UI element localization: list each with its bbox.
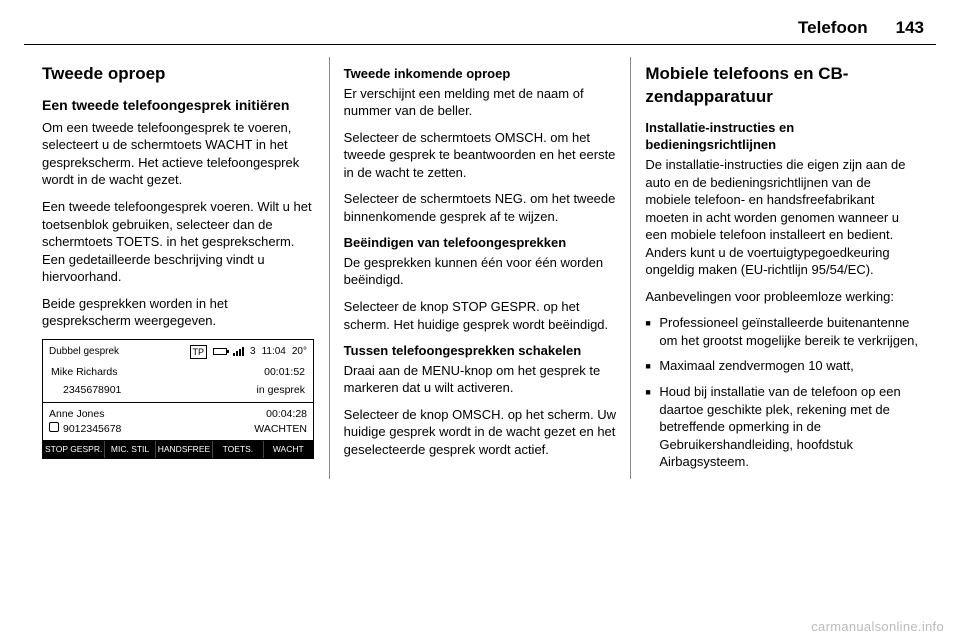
battery-icon: [213, 348, 227, 355]
phone-screen-figure: Dubbel gesprek TP 3 11:04 20° Mike Richa…: [42, 339, 314, 459]
temperature: 20°: [292, 345, 307, 359]
page-number: 143: [896, 18, 924, 38]
call1-number: 2345678901: [63, 383, 121, 397]
bullet-item: Houd bij installatie van de telefoon op …: [645, 383, 918, 471]
paragraph: Selecteer de knop STOP GESPR. op het sch…: [344, 298, 617, 333]
column-1: Tweede oproep Een tweede telefoongesprek…: [28, 57, 329, 479]
paragraph: Selecteer de schermtoets NEG. om het twe…: [344, 190, 617, 225]
subheading-inkomend: Tweede inkomende oproep: [344, 65, 617, 83]
softkey-wacht[interactable]: WACHT: [264, 441, 313, 458]
softkey-mic[interactable]: MIC. STIL: [105, 441, 155, 458]
phone-screen-title: Dubbel gesprek: [49, 345, 119, 359]
paragraph: De installatie-instructies die eigen zij…: [645, 156, 918, 279]
heading-tweede-oproep: Tweede oproep: [42, 63, 315, 86]
call1-detail: 2345678901 in gesprek: [49, 381, 307, 399]
paragraph: De gesprekken kunnen één voor één worden…: [344, 254, 617, 289]
call2-row: Anne Jones 00:04:28: [49, 407, 307, 421]
header-rule: [24, 44, 936, 45]
bullet-item: Professioneel geïnstalleerde buitenanten…: [645, 314, 918, 349]
phone-icon: [49, 422, 59, 432]
phone-status-bar: Dubbel gesprek TP 3 11:04 20°: [49, 345, 307, 359]
call2-timer: 00:04:28: [266, 407, 307, 421]
watermark: carmanualsonline.info: [811, 619, 944, 634]
softkey-handsfree[interactable]: HANDSFREE: [156, 441, 213, 458]
clock: 11:04: [262, 345, 286, 359]
paragraph: Om een tweede telefoongesprek te voeren,…: [42, 119, 315, 189]
signal-icon: [233, 347, 244, 356]
bullet-list: Professioneel geïnstalleerde buitenanten…: [645, 314, 918, 470]
call2-number-wrap: 9012345678: [49, 422, 121, 436]
paragraph: Aanbevelingen voor probleemloze werking:: [645, 288, 918, 306]
paragraph: Selecteer de schermtoets OMSCH. om het t…: [344, 129, 617, 182]
subheading-beeindigen: Beëindigen van telefoongesprekken: [344, 234, 617, 252]
phone-screen-top: Dubbel gesprek TP 3 11:04 20° Mike Richa…: [43, 340, 313, 403]
status-icons: TP 3 11:04 20°: [190, 345, 308, 359]
paragraph: Selecteer de knop OMSCH. op het scherm. …: [344, 406, 617, 459]
phone-screen-block2: Anne Jones 00:04:28 9012345678 WACHTEN: [43, 403, 313, 440]
call2-status: WACHTEN: [254, 422, 307, 436]
call1-status: in gesprek: [257, 383, 305, 397]
content-columns: Tweede oproep Een tweede telefoongesprek…: [0, 57, 960, 479]
paragraph: Draai aan de MENU-knop om het gesprek te…: [344, 362, 617, 397]
column-3: Mobiele telefoons en CB-zendapparatuur I…: [630, 57, 932, 479]
call2-number: 9012345678: [63, 423, 121, 435]
chapter-title: Telefoon: [798, 18, 868, 38]
phone-softkeys: STOP GESPR. MIC. STIL HANDSFREE TOETS. W…: [43, 441, 313, 458]
paragraph: Er verschijnt een melding met de naam of…: [344, 85, 617, 120]
call1-row: Mike Richards 00:01:52: [49, 363, 307, 381]
subheading-initieren: Een tweede telefoongesprek initiëren: [42, 96, 315, 115]
call1-timer: 00:01:52: [264, 365, 305, 379]
call1-name: Mike Richards: [51, 365, 118, 379]
softkey-stop[interactable]: STOP GESPR.: [43, 441, 105, 458]
bullet-item: Maximaal zendvermogen 10 watt,: [645, 357, 918, 375]
softkey-toets[interactable]: TOETS.: [213, 441, 263, 458]
paragraph: Beide gesprekken worden in het gespreksc…: [42, 295, 315, 330]
subheading-installatie: Installatie-instructies en bedieningsric…: [645, 119, 918, 154]
signal-level: 3: [250, 345, 256, 359]
page-header: Telefoon 143: [0, 0, 960, 44]
call2-name: Anne Jones: [49, 407, 104, 421]
column-2: Tweede inkomende oproep Er verschijnt ee…: [329, 57, 631, 479]
subheading-schakelen: Tussen telefoongesprekken schakelen: [344, 342, 617, 360]
tp-indicator: TP: [190, 345, 208, 359]
paragraph: Een tweede telefoongesprek voeren. Wilt …: [42, 198, 315, 286]
call2-detail: 9012345678 WACHTEN: [49, 422, 307, 436]
heading-mobiele: Mobiele telefoons en CB-zendapparatuur: [645, 63, 918, 109]
